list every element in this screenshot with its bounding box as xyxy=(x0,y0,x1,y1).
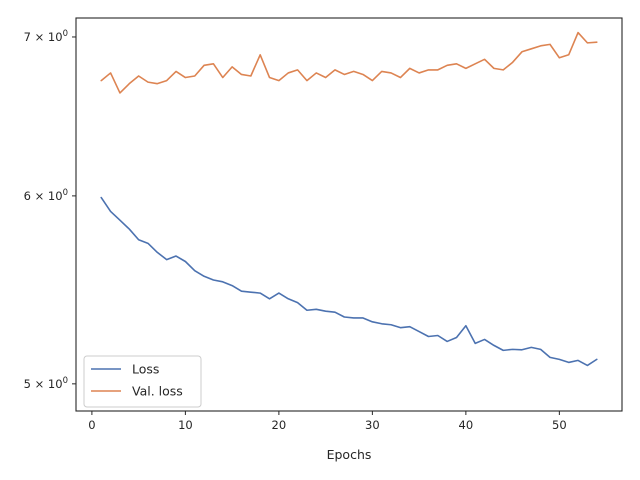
legend-label-val-loss: Val. loss xyxy=(132,384,183,399)
plot-area xyxy=(76,18,622,411)
x-tick-label: 10 xyxy=(178,418,193,432)
x-tick-label: 50 xyxy=(552,418,567,432)
legend: Loss Val. loss xyxy=(83,355,202,408)
x-tick-label: 20 xyxy=(272,418,287,432)
plot-frame xyxy=(75,17,623,412)
x-axis-title: Epochs xyxy=(327,447,372,462)
series-line-val-loss xyxy=(100,31,598,94)
series-line-loss xyxy=(100,196,598,367)
legend-label-loss: Loss xyxy=(132,362,159,377)
y-axis-ticks: 5 × 100 6 × 100 7 × 100 xyxy=(24,29,76,391)
x-tick-label: 30 xyxy=(365,418,380,432)
x-tick-label: 40 xyxy=(459,418,474,432)
x-axis-ticks: 0 10 20 30 40 50 xyxy=(88,411,567,432)
x-tick-label: 0 xyxy=(88,418,95,432)
y-tick-label: 6 × 100 xyxy=(24,188,68,203)
series-lines xyxy=(100,31,598,367)
y-tick-label: 7 × 100 xyxy=(24,29,68,44)
y-tick-label: 5 × 100 xyxy=(24,376,68,391)
